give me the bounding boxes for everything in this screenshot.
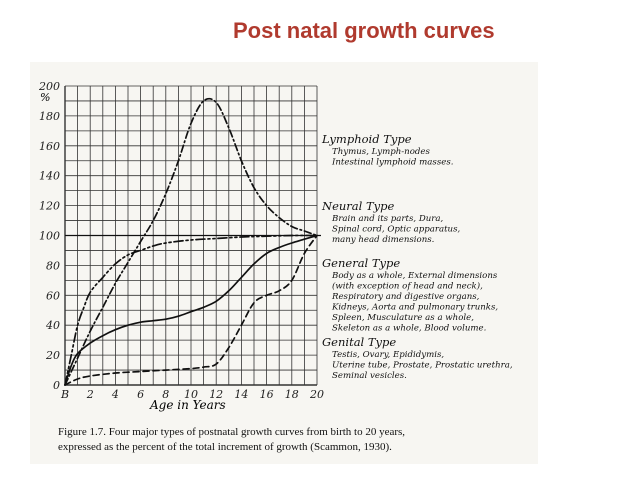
y-tick-label: 100 [39, 230, 60, 243]
series-line-general-type [64, 234, 318, 386]
legend-description-general-type: Skeleton as a whole, Blood volume. [332, 324, 486, 334]
series-line-neural-type [64, 234, 318, 386]
legend-title-general-type: General Type [322, 256, 400, 270]
x-tick-label: 20 [309, 388, 324, 401]
legend-description-general-type: Spleen, Musculature as a whole, [332, 313, 474, 323]
legend-description-lymphoid-type: Intestinal lymphoid masses. [331, 158, 453, 168]
legend-description-general-type: Respiratory and digestive organs, [331, 292, 480, 302]
x-tick-label: 6 [137, 388, 144, 401]
y-tick-label: 0 [53, 379, 60, 392]
x-tick-label: 16 [260, 388, 274, 401]
legend-description-general-type: Kidneys, Aorta and pulmonary trunks, [331, 303, 498, 313]
y-tick-label: 20 [45, 349, 60, 362]
y-tick-label: 60 [46, 289, 60, 302]
x-axis-label: Age in Years [149, 398, 226, 412]
x-tick-label: 4 [111, 388, 119, 401]
legend-description-lymphoid-type: Thymus, Lymph-nodes [332, 147, 430, 157]
grid [64, 85, 321, 386]
x-tick-label: 8 [162, 388, 169, 401]
y-unit-label: % [40, 91, 50, 104]
legend-description-general-type: (with exception of head and neck), [332, 281, 483, 292]
x-tick-label: 12 [209, 388, 223, 401]
x-tick-label: 14 [234, 388, 248, 401]
y-tick-label: 180 [39, 110, 60, 123]
legend-title-neural-type: Neural Type [321, 199, 394, 213]
x-tick-labels: B 2 4 6 8 10 12 14 16 18 20 [60, 388, 324, 401]
caption-line: expressed as the percent of the total in… [58, 441, 392, 453]
legend-title-lymphoid-type: Lymphoid Type [321, 132, 412, 146]
legend-description-neural-type: many head dimensions. [332, 235, 434, 245]
figure-caption: Figure 1.7. Four major types of postnata… [58, 426, 405, 453]
legend-description-general-type: Body as a whole, External dimensions [331, 271, 498, 281]
legend-title-genital-type: Genital Type [322, 335, 396, 349]
y-tick-label: 120 [39, 200, 60, 213]
x-tick-label: 10 [184, 388, 198, 401]
series-line-lymphoid-type [64, 97, 318, 386]
slide-title: Post natal growth curves [233, 18, 495, 43]
y-tick-label: 140 [39, 170, 60, 183]
legend-description-neural-type: Spinal cord, Optic apparatus, [332, 225, 461, 235]
y-tick-labels: 0 20 40 60 80 100 120 140 160 180 200 [38, 80, 60, 392]
x-tick-label: 18 [285, 388, 299, 401]
legend-description-genital-type: Seminal vesicles. [332, 371, 407, 381]
series-lines [64, 97, 318, 386]
y-tick-label: 40 [45, 319, 60, 332]
x-tick-label: 2 [86, 388, 94, 401]
y-tick-label: 80 [46, 259, 60, 272]
legend-description-neural-type: Brain and its parts, Dura, [331, 214, 444, 224]
caption-line: Figure 1.7. Four major types of postnata… [58, 426, 405, 438]
legend-description-genital-type: Uterine tube, Prostate, Prostatic urethr… [332, 361, 513, 371]
figure-panel [30, 62, 538, 464]
series-line-genital-type [64, 234, 318, 386]
x-tick-label: B [60, 388, 69, 401]
y-tick-label: 160 [39, 140, 60, 153]
legend-description-genital-type: Testis, Ovary, Epididymis, [332, 350, 444, 360]
y-tick-label: 200 [38, 80, 60, 93]
